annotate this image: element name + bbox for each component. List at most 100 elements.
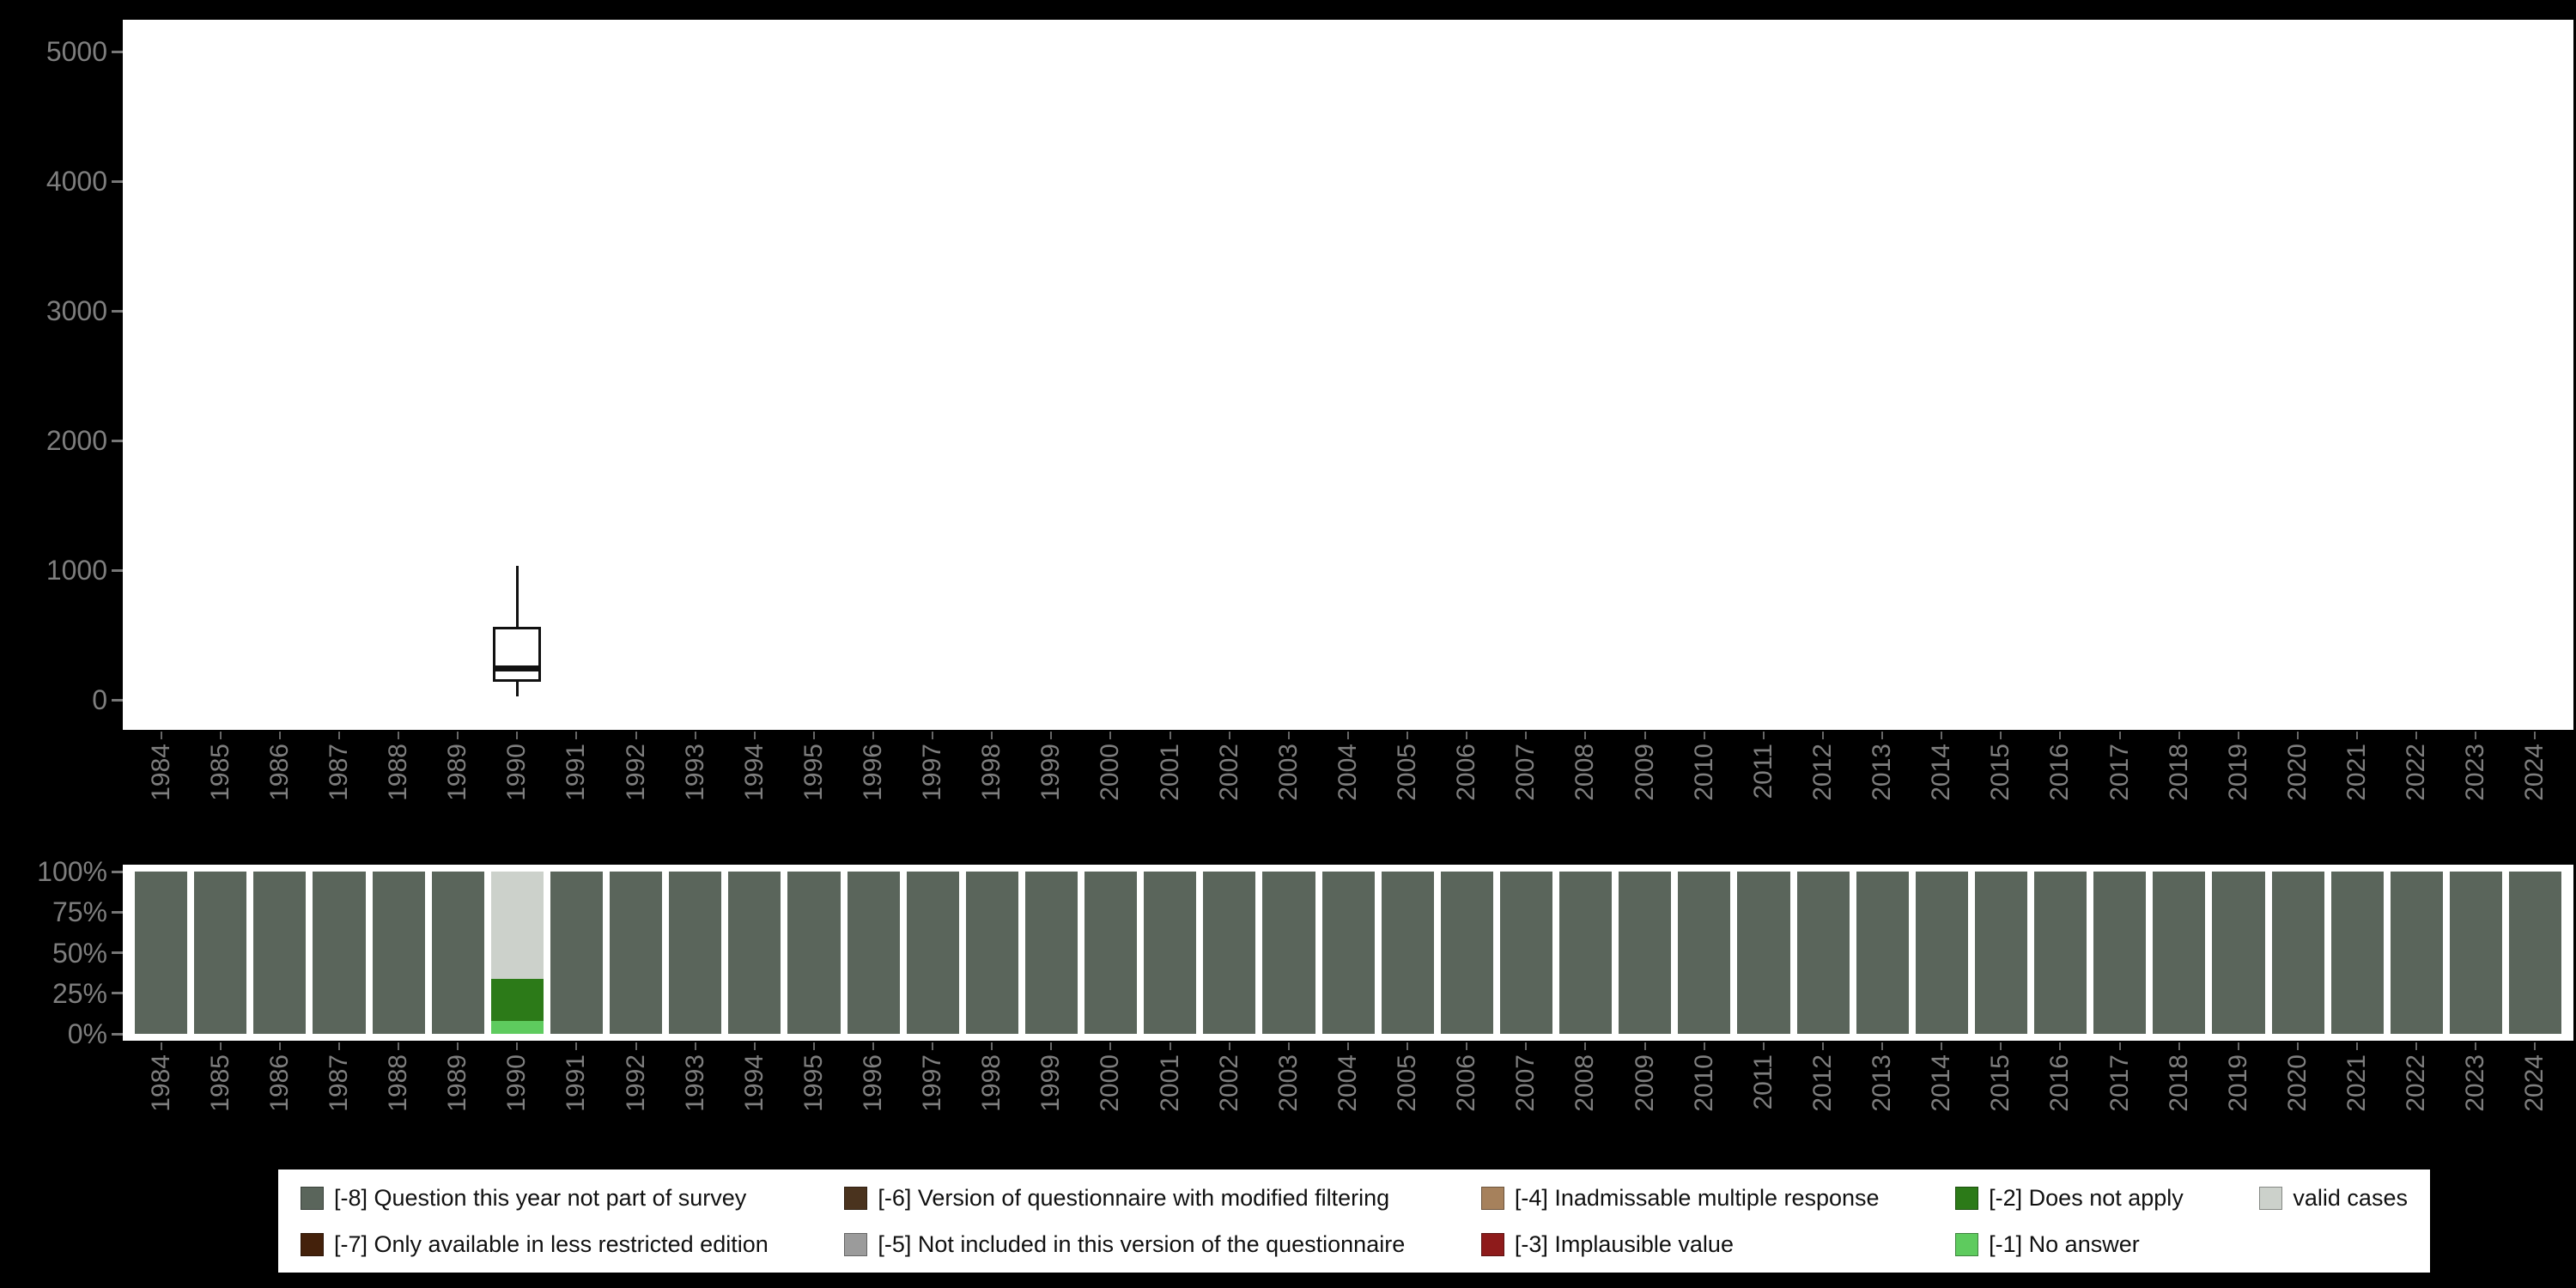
x-axis-tick-mark — [1406, 732, 1409, 739]
x-axis-tick-mark — [337, 732, 340, 739]
x-axis-label-cell: 2010 — [1678, 732, 1730, 860]
x-axis-year-label: 2022 — [2402, 1054, 2431, 1112]
bar-segment--8 — [2153, 872, 2206, 1034]
x-axis-label-cell: 2014 — [1916, 732, 1968, 860]
stacked-bar-1989 — [431, 872, 484, 1034]
x-axis-label-cell: 1997 — [907, 732, 959, 860]
x-axis-year-label: 1986 — [264, 744, 294, 801]
x-axis-year-label: 2015 — [1986, 1054, 2015, 1112]
x-axis-tick-mark — [872, 732, 874, 739]
x-axis-label-cell: 2004 — [1321, 1042, 1374, 1171]
legend-label: valid cases — [2293, 1184, 2408, 1211]
x-axis-label-cell: 1988 — [372, 1042, 424, 1171]
legend-item--1: [-1] No answer — [1955, 1231, 2184, 1258]
x-axis-label-cell: 1985 — [194, 732, 246, 860]
x-axis-tick-mark — [1050, 1042, 1053, 1050]
x-axis-year-label: 2023 — [2461, 1054, 2490, 1112]
x-axis-label-cell: 2000 — [1084, 732, 1137, 860]
percent-axis-tick-mark — [112, 992, 123, 995]
x-axis-tick-mark — [2415, 1042, 2418, 1050]
x-axis-tick-mark — [457, 1042, 459, 1050]
x-axis-tick-mark — [1169, 732, 1171, 739]
x-axis-tick-mark — [1643, 732, 1646, 739]
x-axis-label-cell: 2003 — [1262, 1042, 1315, 1171]
percent-axis-tick-label: 0% — [67, 1018, 107, 1049]
x-axis-year-label: 2017 — [2105, 1054, 2134, 1112]
boxplot-panel — [123, 20, 2573, 730]
x-axis-year-label: 1993 — [680, 744, 709, 801]
x-axis-tick-mark — [516, 1042, 519, 1050]
x-axis-tick-mark — [1941, 1042, 1943, 1050]
x-axis-label-cell: 2002 — [1203, 732, 1255, 860]
legend-label: [-1] No answer — [1989, 1230, 2140, 1257]
stacked-bar-1996 — [847, 872, 900, 1034]
percent-axis-tick-label: 75% — [52, 896, 107, 928]
x-axis-tick-mark — [160, 1042, 162, 1050]
x-axis-year-label: 2021 — [2342, 1054, 2372, 1112]
stacked-bar-2000 — [1084, 872, 1138, 1034]
legend-item--6: [-6] Version of questionnaire with modif… — [844, 1185, 1405, 1212]
x-axis-year-label: 2001 — [1155, 1054, 1184, 1112]
x-axis-tick-mark — [2356, 732, 2359, 739]
x-axis-label-cell: 2021 — [2331, 732, 2384, 860]
x-axis-year-label: 1989 — [443, 1054, 472, 1112]
y-axis-tick-label: 2000 — [46, 425, 107, 456]
x-axis-label-cell: 2013 — [1856, 732, 1909, 860]
bar-segment--8 — [194, 872, 247, 1034]
percent-axis-tick-mark — [112, 910, 123, 914]
legend-item--7: [-7] Only available in less restricted e… — [301, 1231, 769, 1258]
y-axis-tick-label: 5000 — [46, 36, 107, 67]
x-axis-year-label: 1996 — [859, 744, 887, 801]
x-axis-tick-mark — [1466, 1042, 1468, 1050]
x-axis-label-cell: 2003 — [1262, 732, 1315, 860]
x-axis-tick-mark — [1703, 1042, 1705, 1050]
x-axis-label-cell: 1985 — [194, 1042, 246, 1171]
x-axis-label-cell: 2009 — [1619, 732, 1671, 860]
legend-swatch--6 — [844, 1186, 868, 1210]
x-axis-year-label: 2005 — [1393, 744, 1422, 801]
x-axis-year-label: 1984 — [146, 744, 175, 801]
stacked-bar-2017 — [2093, 872, 2147, 1034]
x-axis-tick-mark — [2118, 732, 2121, 739]
bar-segment--1 — [490, 1020, 544, 1034]
legend-swatch--5 — [844, 1232, 868, 1256]
x-axis-label-cell: 2020 — [2271, 1042, 2324, 1171]
x-axis-label-cell: 1990 — [491, 1042, 544, 1171]
x-axis-year-label: 1989 — [443, 744, 472, 801]
bar-segment--8 — [610, 872, 663, 1034]
x-axis-tick-mark — [1525, 732, 1528, 739]
x-axis-tick-mark — [2000, 1042, 2002, 1050]
stacked-bar-2001 — [1144, 872, 1197, 1034]
x-axis-year-label: 2005 — [1393, 1054, 1422, 1112]
bar-segment--8 — [1559, 872, 1613, 1034]
y-axis-tick-mark — [112, 179, 123, 183]
x-axis-label-cell: 2014 — [1916, 1042, 1968, 1171]
x-axis-year-label: 2016 — [2045, 744, 2075, 801]
x-axis-year-label: 1991 — [562, 1054, 591, 1112]
x-axis-year-label: 1994 — [739, 744, 769, 801]
bar-segment--8 — [1678, 872, 1731, 1034]
stacked-bar-2010 — [1678, 872, 1731, 1034]
x-axis-year-label: 2010 — [1689, 1054, 1718, 1112]
stacked-bar-1991 — [550, 872, 603, 1034]
x-axis-tick-mark — [932, 1042, 934, 1050]
bar-segment--8 — [431, 872, 484, 1034]
y-axis-tick-mark — [112, 50, 123, 53]
x-axis-tick-mark — [2415, 732, 2418, 739]
x-axis-tick-mark — [2237, 1042, 2239, 1050]
x-axis-label-cell: 1986 — [253, 732, 306, 860]
x-axis-tick-mark — [1287, 732, 1290, 739]
stacked-bar-panel — [123, 865, 2573, 1041]
stacked-bar-1997 — [906, 872, 959, 1034]
stacked-bar-2015 — [1974, 872, 2027, 1034]
x-axis-tick-mark — [1703, 732, 1705, 739]
x-axis-label-cell: 1996 — [847, 1042, 899, 1171]
percent-axis-tick-mark — [112, 1032, 123, 1036]
x-axis-label-cell: 2005 — [1382, 732, 1434, 860]
x-axis-year-label: 2008 — [1571, 744, 1600, 801]
x-axis-year-label: 2019 — [2223, 744, 2252, 801]
x-axis-label-cell: 1988 — [372, 732, 424, 860]
x-axis-tick-mark — [2356, 1042, 2359, 1050]
x-axis-tick-mark — [1941, 732, 1943, 739]
legend-swatch--3 — [1480, 1232, 1504, 1256]
